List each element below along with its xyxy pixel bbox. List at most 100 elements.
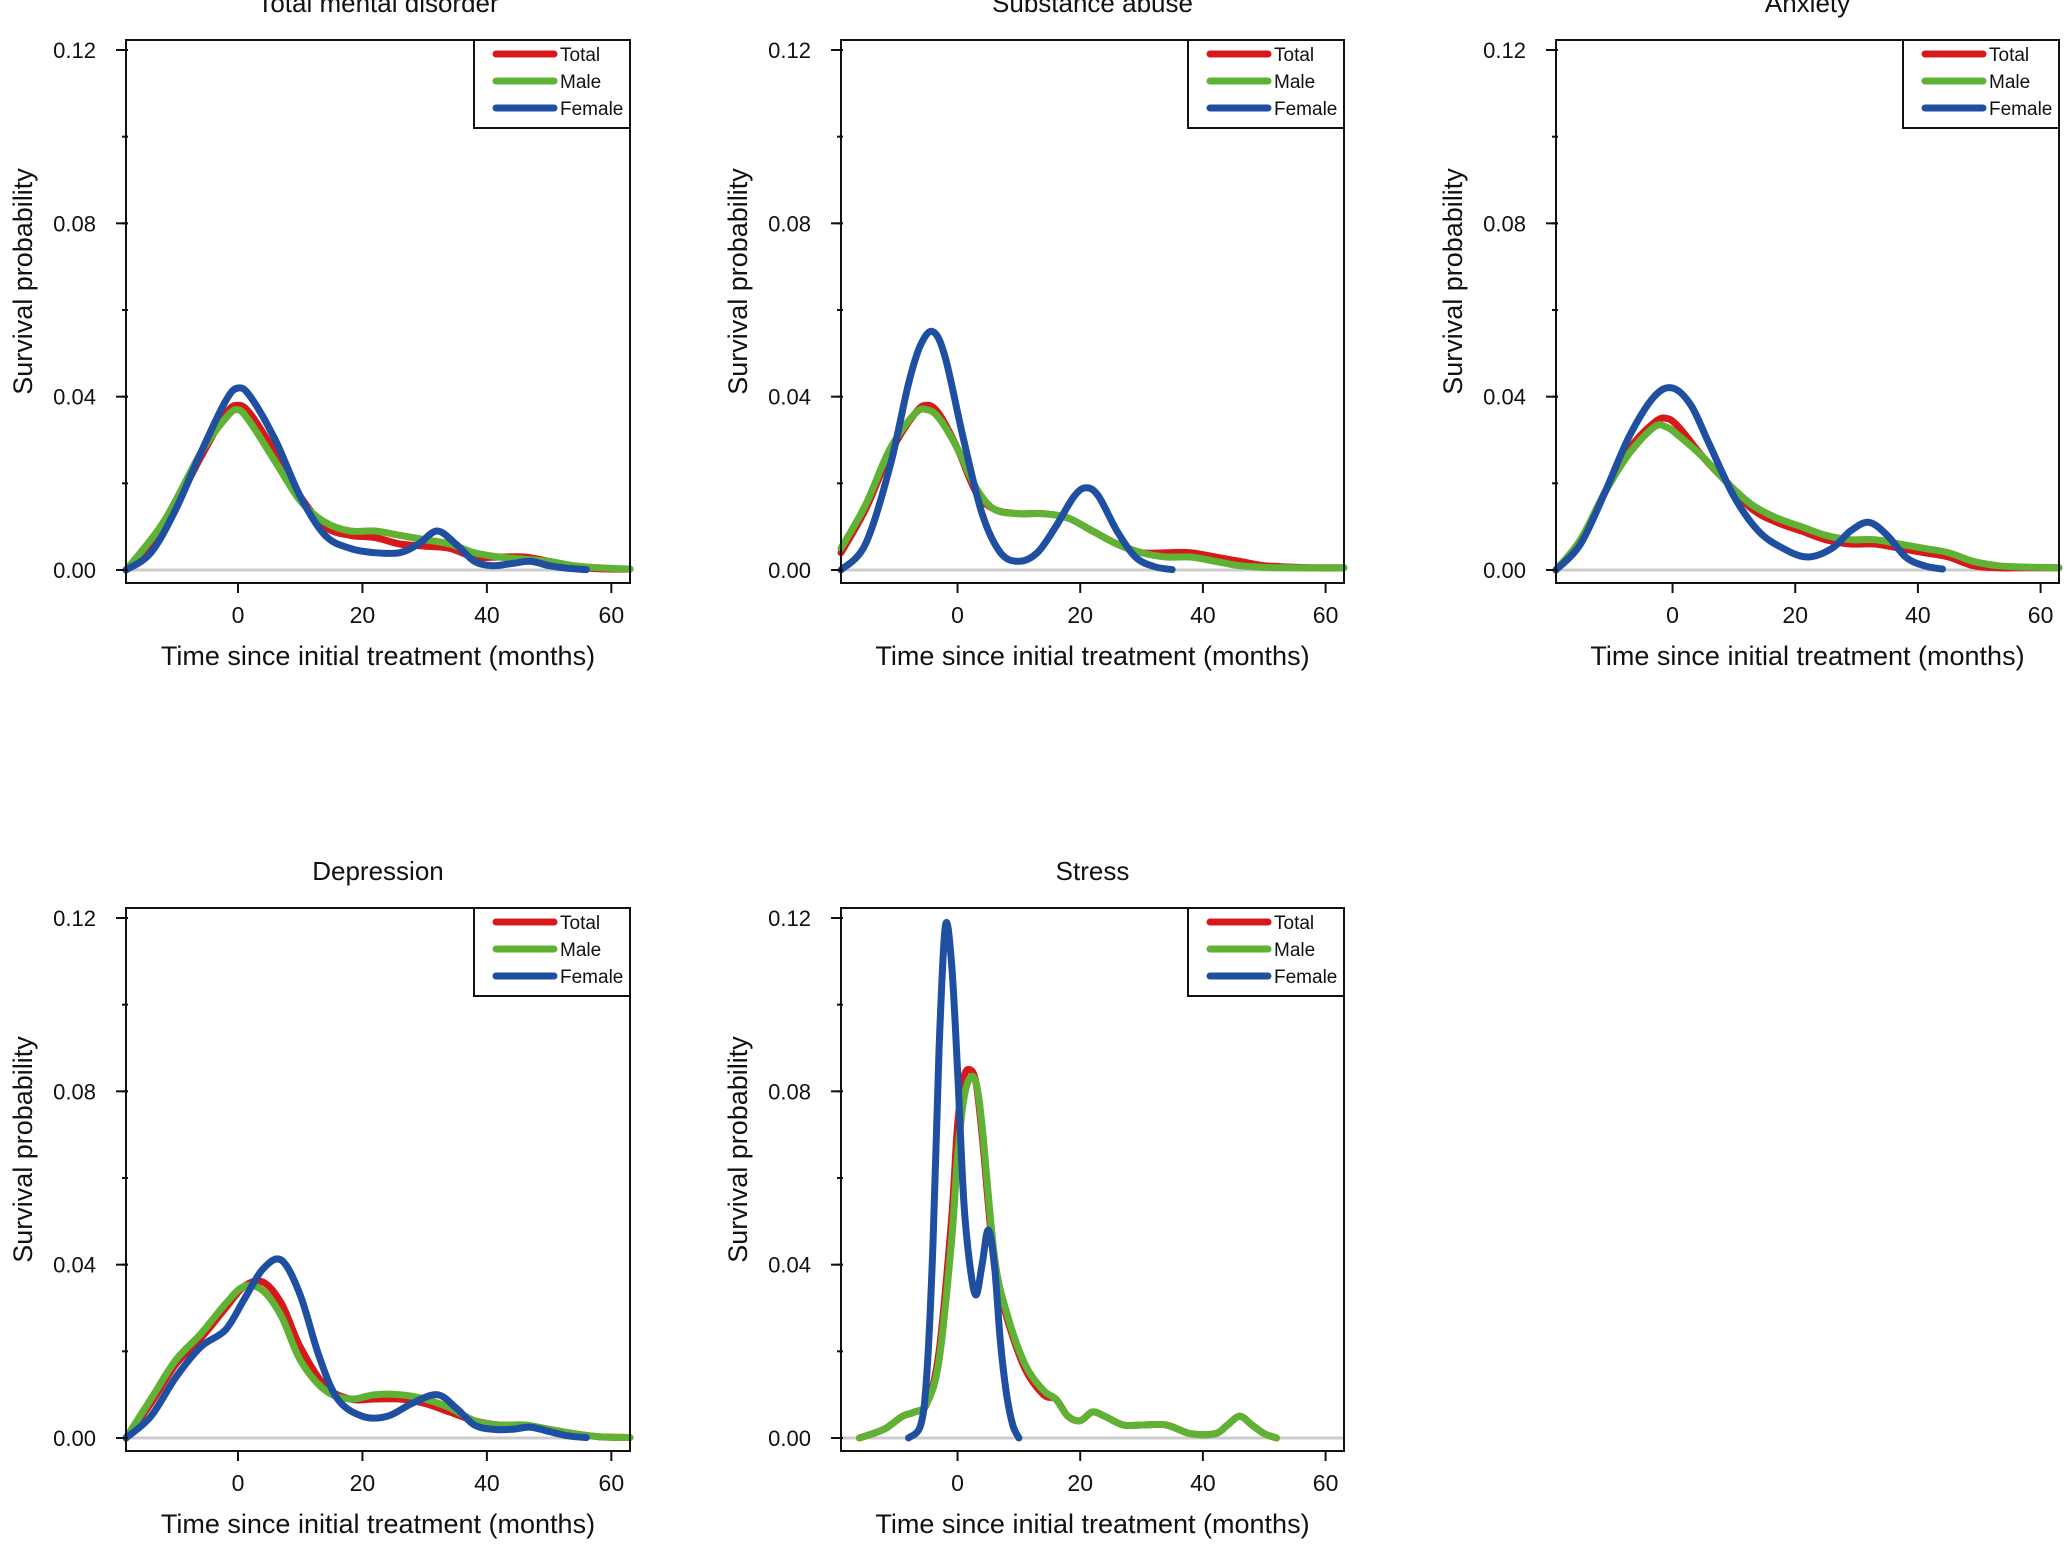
series-line-male bbox=[855, 1072, 1280, 1442]
series-group bbox=[855, 919, 1280, 1442]
y-tick-label: 0.12 bbox=[1483, 38, 1526, 63]
x-tick-label: 60 bbox=[1313, 602, 1339, 628]
subplot-title: Substance abuse bbox=[992, 0, 1193, 18]
legend-label-female: Female bbox=[1274, 99, 1337, 120]
x-tick-label: 0 bbox=[951, 1470, 964, 1496]
series-line-female bbox=[1552, 384, 1946, 574]
series-group bbox=[1552, 384, 2063, 574]
plot-frame bbox=[840, 907, 1345, 1452]
y-tick-label: 0.12 bbox=[768, 38, 811, 63]
y-tick-label: 0.08 bbox=[53, 211, 96, 236]
series-line-female bbox=[122, 384, 590, 574]
x-axis-label: Time since initial treatment (months) bbox=[1590, 641, 2024, 671]
y-tick-label: 0.00 bbox=[53, 1426, 96, 1451]
y-tick-label: 0.00 bbox=[53, 558, 96, 583]
legend-label-female: Female bbox=[560, 99, 623, 120]
plot-frame bbox=[1555, 39, 2060, 584]
y-tick-label: 0.12 bbox=[53, 38, 96, 63]
series-line-male bbox=[1552, 421, 2063, 574]
x-axis-label: Time since initial treatment (months) bbox=[875, 641, 1309, 671]
legend-label-male: Male bbox=[560, 940, 601, 961]
x-tick-label: 40 bbox=[474, 1470, 500, 1496]
series-line-male bbox=[837, 405, 1348, 572]
legend: Total Male Female bbox=[473, 907, 631, 997]
series-line-female bbox=[837, 327, 1176, 574]
x-tick-label: 0 bbox=[1666, 602, 1679, 628]
series-group bbox=[122, 1255, 634, 1442]
x-tick-label: 0 bbox=[232, 1470, 245, 1496]
subplot-title: Depression bbox=[312, 856, 444, 886]
y-tick-label: 0.08 bbox=[1483, 211, 1526, 236]
x-tick-label: 40 bbox=[1905, 602, 1931, 628]
y-axis-label: Survival probability bbox=[8, 1036, 38, 1263]
y-axis-label: Survival probability bbox=[1438, 168, 1468, 395]
y-axis-label: Survival probability bbox=[723, 168, 753, 395]
subplot-title: Stress bbox=[1056, 856, 1130, 886]
legend-label-female: Female bbox=[1274, 967, 1337, 988]
y-tick-label: 0.08 bbox=[768, 1079, 811, 1104]
x-axis-label: Time since initial treatment (months) bbox=[161, 1509, 595, 1539]
x-tick-label: 20 bbox=[1067, 1470, 1093, 1496]
legend-label-total: Total bbox=[560, 913, 600, 934]
y-tick-label: 0.08 bbox=[768, 211, 811, 236]
legend: Total Male Female bbox=[1187, 39, 1345, 129]
y-axis-label: Survival probability bbox=[723, 1036, 753, 1263]
y-axis-label: Survival probability bbox=[8, 168, 38, 395]
x-tick-label: 40 bbox=[1190, 1470, 1216, 1496]
x-tick-label: 0 bbox=[951, 602, 964, 628]
plot-frame bbox=[125, 907, 631, 1452]
series-group bbox=[122, 384, 634, 574]
legend-label-total: Total bbox=[1274, 913, 1314, 934]
plot-frame bbox=[840, 39, 1345, 584]
y-tick-label: 0.04 bbox=[1483, 385, 1526, 410]
y-tick-label: 0.04 bbox=[768, 385, 811, 410]
x-tick-label: 20 bbox=[350, 602, 376, 628]
legend-label-total: Total bbox=[560, 45, 600, 66]
legend: Total Male Female bbox=[473, 39, 631, 129]
y-tick-label: 0.04 bbox=[53, 1253, 96, 1278]
legend-label-total: Total bbox=[1274, 45, 1314, 66]
legend-label-female: Female bbox=[1989, 99, 2052, 120]
y-tick-label: 0.12 bbox=[53, 906, 96, 931]
y-tick-label: 0.00 bbox=[768, 558, 811, 583]
x-tick-label: 60 bbox=[599, 602, 625, 628]
y-tick-label: 0.08 bbox=[53, 1079, 96, 1104]
x-tick-label: 0 bbox=[232, 602, 245, 628]
x-tick-label: 60 bbox=[1313, 1470, 1339, 1496]
y-tick-label: 0.04 bbox=[768, 1253, 811, 1278]
legend-label-total: Total bbox=[1989, 45, 2029, 66]
subplot-1: Total mental disorder 0.00 0.04 0.08 0.12 0 20… bbox=[8, 0, 634, 671]
subplot-title: Total mental disorder bbox=[257, 0, 499, 18]
series-group bbox=[837, 327, 1348, 574]
y-tick-label: 0.12 bbox=[768, 906, 811, 931]
x-tick-label: 40 bbox=[474, 602, 500, 628]
y-tick-label: 0.00 bbox=[1483, 558, 1526, 583]
x-tick-label: 60 bbox=[599, 1470, 625, 1496]
series-line-female bbox=[122, 1255, 590, 1442]
legend-label-female: Female bbox=[560, 967, 623, 988]
x-axis-label: Time since initial treatment (months) bbox=[161, 641, 595, 671]
series-line-total bbox=[855, 1065, 1280, 1442]
series-line-total bbox=[122, 1277, 634, 1442]
legend-label-male: Male bbox=[1274, 940, 1315, 961]
y-tick-label: 0.04 bbox=[53, 385, 96, 410]
x-tick-label: 20 bbox=[1782, 602, 1808, 628]
legend: Total Male Female bbox=[1187, 907, 1345, 997]
x-axis-label: Time since initial treatment (months) bbox=[875, 1509, 1309, 1539]
series-line-male bbox=[122, 406, 634, 574]
x-tick-label: 20 bbox=[350, 1470, 376, 1496]
x-tick-label: 60 bbox=[2028, 602, 2054, 628]
subplot-2: Substance abuse 0.00 0.04 0.08 0.12 0 20 40 60Ti… bbox=[723, 0, 1348, 671]
series-line-total bbox=[122, 401, 634, 574]
series-line-female bbox=[905, 919, 1023, 1442]
legend: Total Male Female bbox=[1902, 39, 2060, 129]
legend-label-male: Male bbox=[1989, 72, 2030, 93]
y-tick-label: 0.00 bbox=[768, 1426, 811, 1451]
series-line-total bbox=[1552, 414, 2063, 574]
subplot-title: Anxiety bbox=[1765, 0, 1850, 18]
x-tick-label: 40 bbox=[1190, 602, 1216, 628]
